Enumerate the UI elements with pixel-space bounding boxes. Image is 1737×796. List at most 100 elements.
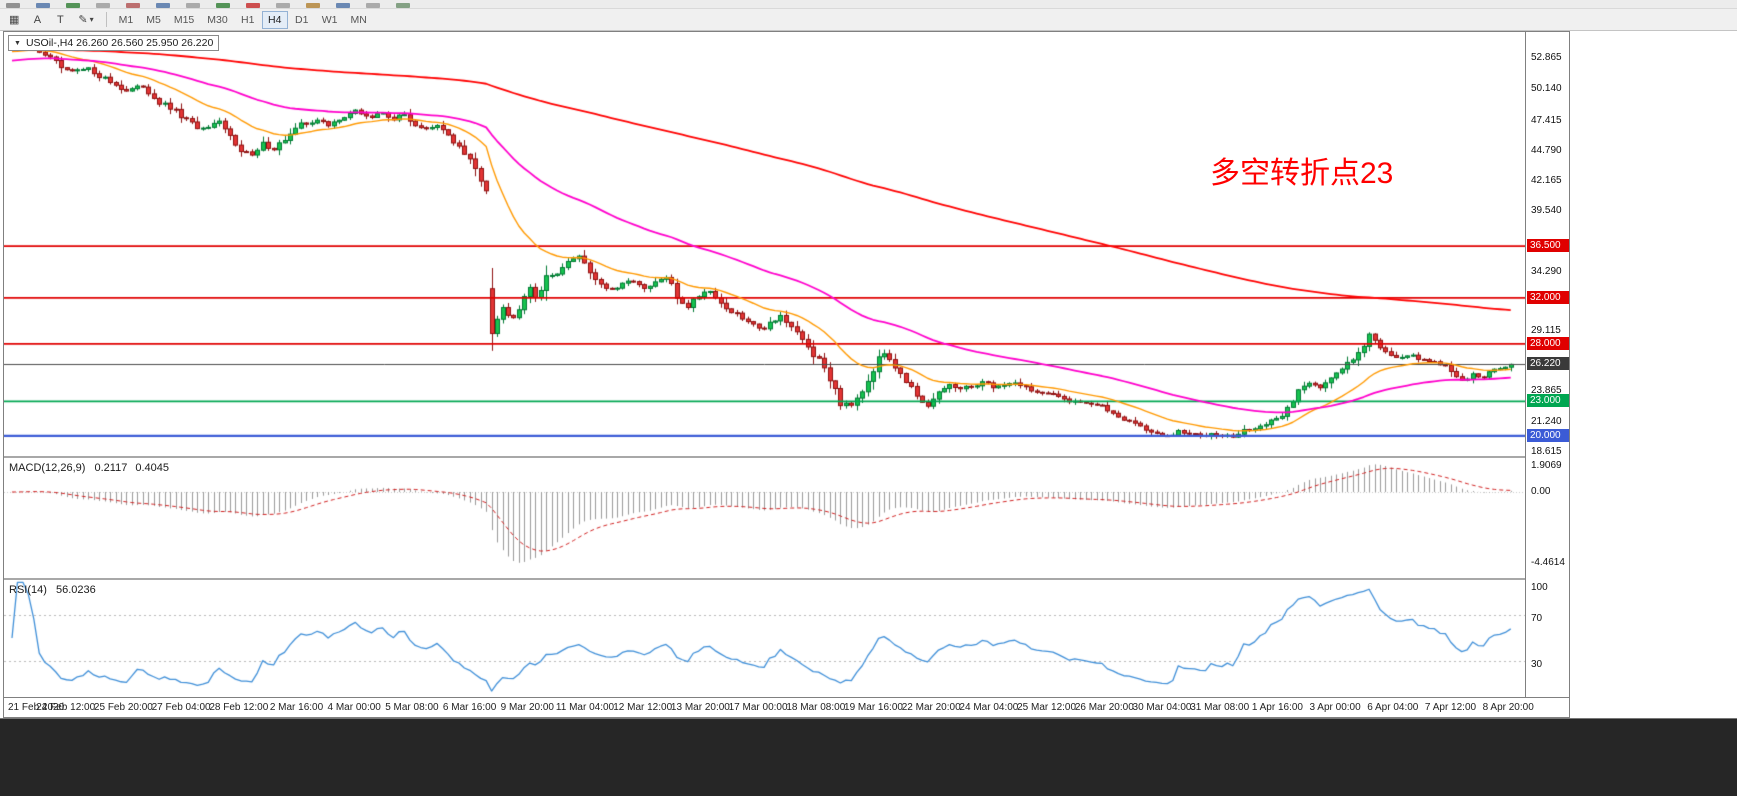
macd-value-signal: 0.4045 xyxy=(135,462,170,474)
toolbar-icon[interactable] xyxy=(366,3,380,8)
time-axis-label: 8 Apr 20:00 xyxy=(1482,702,1534,713)
timeframe-button-M15[interactable]: M15 xyxy=(168,11,200,29)
price-axis-tick: 23.865 xyxy=(1531,385,1562,397)
chart-toolbar: ▦ A T ✎ ▾ M1 M5 M15 M30 H1 H4 D1 W1 MN xyxy=(0,9,1737,31)
time-axis-label: 18 Mar 08:00 xyxy=(786,702,846,713)
current-price-tag: 26.220 xyxy=(1527,357,1569,371)
macd-indicator-label: MACD(12,26,9) 0.2117 0.4045 xyxy=(9,462,169,474)
rsi-indicator-label: RSI(14) 56.0236 xyxy=(9,584,96,596)
time-axis-label: 11 Mar 04:00 xyxy=(555,702,615,713)
time-axis-label: 9 Mar 20:00 xyxy=(500,702,554,713)
macd-name: MACD(12,26,9) xyxy=(9,462,86,474)
time-axis-label: 17 Mar 00:00 xyxy=(728,702,788,713)
time-axis-label: 30 Mar 04:00 xyxy=(1132,702,1192,713)
time-axis-label: 13 Mar 20:00 xyxy=(670,702,730,713)
time-axis-label: 27 Feb 04:00 xyxy=(151,702,211,713)
timeframe-button-M5[interactable]: M5 xyxy=(140,11,167,29)
price-axis-tick: 50.140 xyxy=(1531,83,1562,95)
time-axis-label: 19 Mar 16:00 xyxy=(844,702,903,713)
time-axis-label: 25 Mar 12:00 xyxy=(1017,702,1077,713)
price-level-tag: 23.000 xyxy=(1527,394,1569,408)
toolbar-icon[interactable] xyxy=(186,3,200,8)
chart-annotation-text: 多空转折点23 xyxy=(1210,157,1394,190)
main-toolbar-cropped xyxy=(0,0,1737,9)
time-axis-label: 6 Mar 16:00 xyxy=(442,702,497,713)
price-level-tag: 36.500 xyxy=(1527,239,1569,253)
rsi-value: 56.0236 xyxy=(55,584,96,596)
toolbar-icon[interactable] xyxy=(66,3,80,8)
toolbar-icon[interactable] xyxy=(6,3,20,8)
price-axis: 52.865 50.140 47.415 44.790 42.165 39.540 34.2… xyxy=(1525,32,1569,697)
price-axis-tick: 44.790 xyxy=(1531,144,1562,156)
price-level-tag: 20.000 xyxy=(1527,428,1569,442)
toolbar-icon[interactable] xyxy=(396,3,410,8)
crosshair-tool-button[interactable]: ▦ xyxy=(3,11,25,29)
chart-window: ▼ USOil-,H4 26.260 26.560 25.950 26.220 … xyxy=(3,31,1570,718)
price-axis-tick: 47.415 xyxy=(1531,114,1562,126)
rsi-canvas[interactable] xyxy=(4,580,1525,696)
timeframe-button-M30[interactable]: M30 xyxy=(201,11,233,29)
price-axis-tick: 42.165 xyxy=(1531,175,1562,186)
price-axis-tick: 39.540 xyxy=(1531,205,1562,217)
toolbar-icon[interactable] xyxy=(156,3,170,8)
rsi-axis-tick: 100 xyxy=(1531,582,1548,593)
macd-value-main: 0.2117 xyxy=(94,462,128,474)
time-axis-label: 1 Apr 16:00 xyxy=(1251,702,1303,713)
timeframe-button-H4[interactable]: H4 xyxy=(261,10,288,29)
timeframe-button-W1[interactable]: W1 xyxy=(316,11,344,29)
time-axis-label: 4 Mar 00:00 xyxy=(327,702,381,713)
chevron-down-icon: ▾ xyxy=(89,15,94,24)
timeframe-button-MN[interactable]: MN xyxy=(344,11,372,29)
time-axis-label: 24 Mar 04:00 xyxy=(959,702,1019,713)
price-axis-tick: 18.615 xyxy=(1531,445,1562,457)
time-axis-label: 31 Mar 08:00 xyxy=(1190,702,1250,713)
price-level-tag: 32.000 xyxy=(1527,290,1569,304)
timeframe-button-M1[interactable]: M1 xyxy=(113,11,140,29)
timeframe-button-D1[interactable]: D1 xyxy=(289,11,315,29)
time-axis-label: 28 Feb 12:00 xyxy=(209,702,269,713)
toolbar-icon[interactable] xyxy=(126,3,140,8)
macd-axis-tick: -4.4614 xyxy=(1531,557,1565,569)
toolbar-icon[interactable] xyxy=(336,3,350,8)
rsi-axis-tick: 70 xyxy=(1531,612,1543,624)
price-axis-tick: 21.240 xyxy=(1531,415,1562,427)
chart-dropdown-icon[interactable]: ▼ xyxy=(14,39,21,47)
toolbar-icon[interactable] xyxy=(96,3,110,8)
time-axis-label: 2 Mar 16:00 xyxy=(269,702,324,713)
time-axis-label: 25 Feb 20:00 xyxy=(93,702,153,713)
time-axis-label: 26 Mar 20:00 xyxy=(1074,702,1134,713)
rsi-name: RSI(14) xyxy=(9,584,47,596)
time-axis-label: 24 Feb 12:00 xyxy=(36,702,96,713)
price-level-tag: 28.000 xyxy=(1527,336,1569,350)
pencil-icon: ✎ xyxy=(78,14,88,26)
toolbar-separator xyxy=(105,12,107,27)
time-axis-label: 22 Mar 20:00 xyxy=(901,702,961,713)
time-axis-label: 5 Mar 08:00 xyxy=(385,702,439,713)
macd-axis-tick: 0.00 xyxy=(1531,486,1551,497)
price-axis-tick: 34.290 xyxy=(1531,265,1562,277)
rsi-axis-tick: 30 xyxy=(1531,659,1543,671)
pane-splitter-rsi[interactable] xyxy=(4,578,1569,580)
toolbar-icon[interactable] xyxy=(216,3,230,8)
price-axis-tick: 52.865 xyxy=(1531,51,1562,63)
toolbar-icon[interactable] xyxy=(36,3,50,8)
time-axis-label: 7 Apr 12:00 xyxy=(1424,702,1477,713)
pane-splitter-macd[interactable] xyxy=(4,456,1569,458)
time-axis-label: 6 Apr 04:00 xyxy=(1367,702,1419,713)
macd-canvas[interactable] xyxy=(4,458,1525,578)
chart-symbol-label: ▼ USOil-,H4 26.260 26.560 25.950 26.220 xyxy=(8,35,220,51)
macd-axis-tick: 1.9069 xyxy=(1531,460,1562,471)
price-axis-tick: 29.115 xyxy=(1531,325,1561,337)
bottom-dark-area xyxy=(0,718,1737,796)
timeframe-button-H1[interactable]: H1 xyxy=(235,11,261,29)
text-tool-a-button[interactable]: A xyxy=(26,11,48,29)
time-axis-label: 3 Apr 00:00 xyxy=(1309,702,1361,713)
text-tool-t-button[interactable]: T xyxy=(49,11,71,29)
time-axis: 21 Feb 2020 24 Feb 12:00 25 Feb 20:00 27 Fe… xyxy=(4,697,1569,717)
draw-tool-button[interactable]: ✎ ▾ xyxy=(72,11,99,29)
symbol-ohlc-text: USOil-,H4 26.260 26.560 25.950 26.220 xyxy=(25,37,214,49)
toolbar-icon[interactable] xyxy=(276,3,290,8)
toolbar-icon[interactable] xyxy=(306,3,320,8)
price-chart-canvas[interactable] xyxy=(4,32,1525,456)
toolbar-icon[interactable] xyxy=(246,3,260,8)
